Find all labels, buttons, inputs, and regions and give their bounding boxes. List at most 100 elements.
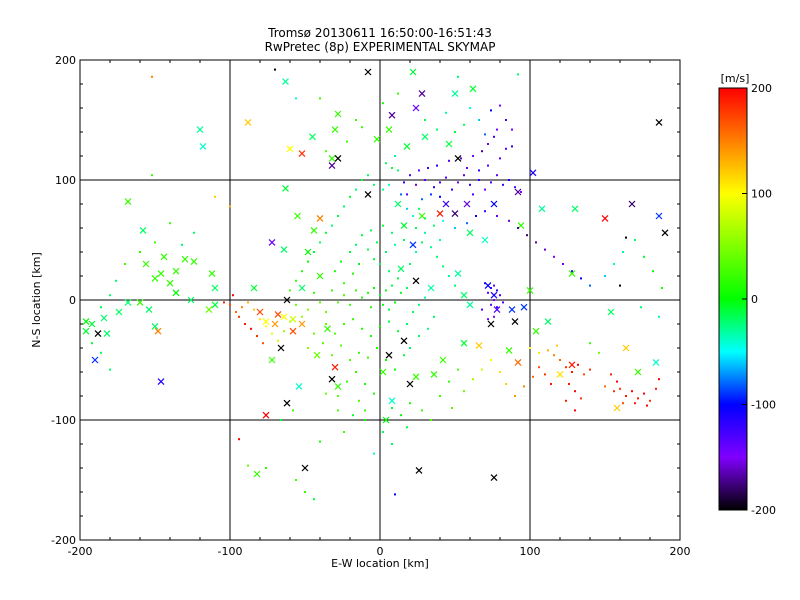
dot-marker	[538, 351, 540, 354]
dot-marker	[421, 409, 423, 412]
cross-stroke	[445, 140, 453, 148]
cross-marker	[145, 306, 153, 314]
dot-marker	[457, 368, 459, 371]
dot-marker	[589, 368, 591, 371]
dot-marker	[571, 270, 573, 273]
cross-marker	[199, 142, 207, 150]
data-markers	[82, 68, 669, 501]
dot-marker	[295, 479, 297, 481]
cross-marker	[274, 310, 282, 318]
y-axis: -200 -100 0 100 200	[51, 54, 680, 547]
dot-marker	[634, 239, 636, 241]
cross-stroke	[493, 306, 501, 314]
cross-stroke	[475, 342, 483, 350]
cross-stroke	[490, 200, 498, 208]
cross-marker	[460, 291, 468, 299]
dot-marker	[598, 351, 600, 354]
cross-marker	[286, 145, 294, 153]
cross-stroke	[151, 274, 159, 282]
cross-marker	[400, 337, 408, 345]
cross-marker	[136, 298, 144, 306]
dot-marker	[382, 102, 384, 105]
cross-marker	[283, 296, 291, 304]
cross-stroke	[208, 270, 216, 278]
cross-stroke	[568, 270, 576, 278]
dot-marker	[409, 402, 411, 405]
dot-marker	[433, 186, 435, 189]
cross-stroke	[82, 318, 90, 326]
dot-marker	[307, 347, 309, 349]
dot-marker	[583, 373, 585, 376]
cross-marker	[262, 318, 270, 326]
dot-marker	[349, 359, 351, 361]
cross-stroke	[82, 327, 90, 335]
dot-marker	[358, 263, 360, 265]
dot-marker	[361, 327, 363, 330]
cross-marker	[262, 411, 270, 419]
dot-marker	[613, 263, 615, 265]
dot-marker	[427, 327, 429, 330]
dot-marker	[424, 179, 426, 181]
dot-marker	[265, 467, 267, 469]
dot-marker	[547, 349, 549, 352]
dot-marker	[403, 181, 405, 184]
dot-marker	[337, 301, 339, 304]
cross-stroke	[280, 246, 288, 254]
cross-marker	[124, 298, 132, 306]
cross-marker	[382, 416, 390, 424]
dot-marker	[484, 133, 486, 136]
dot-marker	[382, 188, 384, 191]
cross-marker	[532, 327, 540, 335]
dot-marker	[553, 255, 555, 258]
dot-marker	[439, 195, 441, 198]
dot-marker	[262, 342, 264, 345]
dot-marker	[238, 315, 240, 318]
colorbar-tick-label: 100	[751, 188, 772, 201]
cross-stroke	[199, 142, 207, 150]
cross-marker	[475, 342, 483, 350]
cross-marker	[172, 267, 180, 275]
cross-stroke	[406, 380, 414, 388]
cross-marker	[331, 126, 339, 134]
dot-marker	[349, 195, 351, 198]
dot-marker	[499, 294, 501, 297]
cross-stroke	[412, 104, 420, 112]
cross-stroke	[151, 322, 159, 330]
dot-marker	[610, 373, 612, 376]
dot-marker	[529, 347, 531, 349]
cross-marker	[418, 90, 426, 98]
cross-stroke	[316, 272, 324, 280]
dot-marker	[124, 263, 126, 265]
dot-marker	[580, 277, 582, 280]
x-tick-label: -100	[218, 545, 243, 558]
cross-marker	[571, 205, 579, 213]
dot-marker	[493, 299, 495, 301]
chart-subtitle: RwPretec (8p) EXPERIMENTAL SKYMAP	[265, 40, 496, 54]
colorbar-tick-label: 200	[751, 82, 772, 95]
cross-stroke	[253, 470, 261, 478]
dot-marker	[463, 174, 465, 177]
cross-stroke	[655, 118, 663, 126]
dot-marker	[151, 75, 153, 78]
dot-marker	[556, 344, 558, 347]
dot-marker	[571, 371, 573, 373]
dot-marker	[361, 296, 363, 299]
dot-marker	[481, 368, 483, 371]
cross-stroke	[403, 142, 411, 150]
dot-marker	[514, 186, 516, 189]
cross-marker	[427, 284, 435, 292]
cross-marker	[283, 399, 291, 407]
cross-stroke	[181, 255, 189, 263]
dot-marker	[367, 248, 369, 251]
cross-stroke	[418, 212, 426, 220]
dot-marker	[463, 390, 465, 393]
y-tick-label: 200	[55, 54, 76, 67]
cross-stroke	[298, 150, 306, 158]
dot-marker	[655, 387, 657, 390]
dot-marker	[151, 174, 153, 177]
dot-marker	[613, 390, 615, 393]
dot-marker	[625, 236, 627, 239]
y-tick-label: -100	[51, 414, 76, 427]
cross-marker	[268, 238, 276, 246]
cross-stroke	[454, 270, 462, 278]
